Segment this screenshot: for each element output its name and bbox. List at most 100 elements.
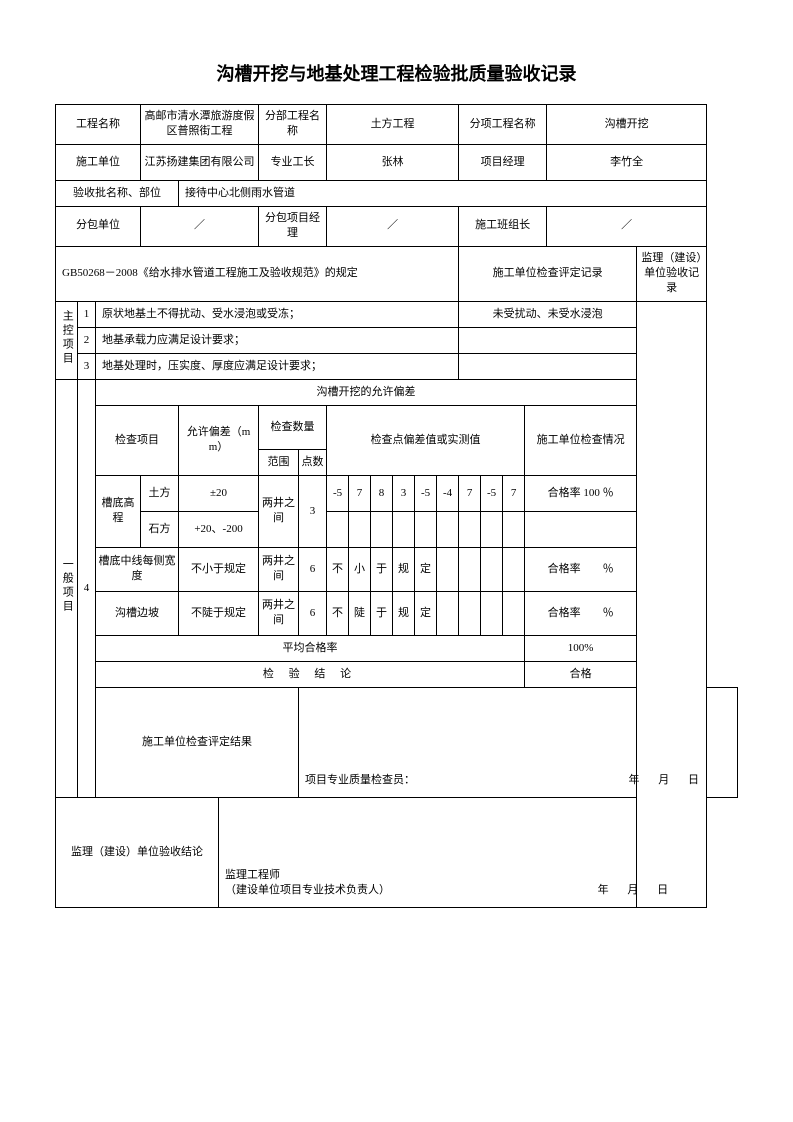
supervision-result-label: 监理（建设）单位验收结论 [56, 797, 219, 907]
label-construction-unit: 施工单位 [56, 144, 141, 180]
res-3: 合格率 ％ [525, 591, 637, 635]
count-0: 3 [299, 475, 327, 547]
label-project-manager: 项目经理 [459, 144, 547, 180]
master-no-2: 2 [78, 327, 96, 353]
label-batch-name: 验收批名称、部位 [56, 180, 179, 206]
value-project-manager: 李竹全 [547, 144, 707, 180]
master-result-3 [459, 353, 637, 379]
general-label: 一般项目 [56, 379, 78, 797]
value-subcontract-manager: ／ [327, 206, 459, 246]
th-scope: 范围 [259, 449, 299, 475]
page-title: 沟槽开挖与地基处理工程检验批质量验收记录 [55, 60, 738, 86]
v32: 于 [371, 591, 393, 635]
avg-value: 100% [525, 635, 637, 661]
res-1 [525, 511, 637, 547]
v01: 7 [349, 475, 371, 511]
v23: 规 [393, 547, 415, 591]
value-sub-project: 土方工程 [327, 105, 459, 145]
supervision-result-body: 监理工程师 （建设单位项目专业技术负责人）年 月 日 [219, 797, 707, 907]
v22: 于 [371, 547, 393, 591]
scope-0: 两井之间 [259, 475, 299, 547]
item-centerline: 槽底中线每侧宽度 [96, 547, 179, 591]
v35 [437, 591, 459, 635]
master-no-1: 1 [78, 301, 96, 327]
col-check-record: 施工单位检查评定记录 [459, 246, 637, 301]
tol-2: 不小于规定 [179, 547, 259, 591]
count-2: 6 [299, 547, 327, 591]
res-2: 合格率 ％ [525, 547, 637, 591]
th-unitcheck: 施工单位检查情况 [525, 405, 637, 475]
v33: 规 [393, 591, 415, 635]
th-values: 检查点偏差值或实测值 [327, 405, 525, 475]
v10 [327, 511, 349, 547]
label-subcontract-manager: 分包项目经理 [259, 206, 327, 246]
value-subcontract-unit: ／ [141, 206, 259, 246]
value-foreman: 张林 [327, 144, 459, 180]
th-qty: 检查数量 [259, 405, 327, 449]
v37 [481, 591, 503, 635]
v36 [459, 591, 481, 635]
inspection-form: 工程名称 高邮市清水潭旅游度假区普照街工程 分部工程名称 土方工程 分项工程名称… [55, 104, 738, 908]
master-result-1: 未受扰动、未受水浸泡 [459, 301, 637, 327]
conclusion-value: 合格 [525, 661, 637, 687]
tol-earth: ±20 [179, 475, 259, 511]
master-text-1: 原状地基土不得扰动、受水浸泡或受冻； [96, 301, 459, 327]
avg-label: 平均合格率 [96, 635, 525, 661]
v17 [481, 511, 503, 547]
v27 [481, 547, 503, 591]
value-batch-name: 接待中心北侧雨水管道 [179, 180, 707, 206]
v03: 3 [393, 475, 415, 511]
v02: 8 [371, 475, 393, 511]
scope-3: 两井之间 [259, 591, 299, 635]
v00: -5 [327, 475, 349, 511]
unit-check-result-body: 项目专业质量检查员： 年 月 日 [299, 687, 738, 797]
v13 [393, 511, 415, 547]
v24: 定 [415, 547, 437, 591]
label-subcontract-unit: 分包单位 [56, 206, 141, 246]
v12 [371, 511, 393, 547]
scope-2: 两井之间 [259, 547, 299, 591]
label-item-project: 分项工程名称 [459, 105, 547, 145]
v26 [459, 547, 481, 591]
master-text-3: 地基处理时，压实度、厚度应满足设计要求； [96, 353, 459, 379]
count-3: 6 [299, 591, 327, 635]
label-project-name: 工程名称 [56, 105, 141, 145]
general-section-title: 沟槽开挖的允许偏差 [96, 379, 637, 405]
label-foreman: 专业工长 [259, 144, 327, 180]
v20: 不 [327, 547, 349, 591]
item-groove-elev: 槽底高程 [96, 475, 141, 547]
v30: 不 [327, 591, 349, 635]
v08: 7 [503, 475, 525, 511]
v11 [349, 511, 371, 547]
value-construction-unit: 江苏扬建集团有限公司 [141, 144, 259, 180]
value-team-leader: ／ [547, 206, 707, 246]
v07: -5 [481, 475, 503, 511]
general-no: 4 [78, 379, 96, 797]
tol-3: 不陡于规定 [179, 591, 259, 635]
col-supervision-record: 监理（建设）单位验收记录 [637, 246, 707, 301]
master-result-2 [459, 327, 637, 353]
value-item-project: 沟槽开挖 [547, 105, 707, 145]
v16 [459, 511, 481, 547]
th-count: 点数 [299, 449, 327, 475]
master-label: 主控项目 [56, 301, 78, 379]
v14 [415, 511, 437, 547]
v31: 陡 [349, 591, 371, 635]
v38 [503, 591, 525, 635]
v21: 小 [349, 547, 371, 591]
v15 [437, 511, 459, 547]
res-0: 合格率 100 ％ [525, 475, 637, 511]
master-no-3: 3 [78, 353, 96, 379]
v05: -4 [437, 475, 459, 511]
value-project-name: 高邮市清水潭旅游度假区普照街工程 [141, 105, 259, 145]
th-tolerance: 允许偏差（mm） [179, 405, 259, 475]
conclusion-label: 检 验 结 论 [96, 661, 525, 687]
standard-ref: GB50268－2008《给水排水管道工程施工及验收规范》的规定 [56, 246, 459, 301]
master-text-2: 地基承载力应满足设计要求； [96, 327, 459, 353]
unit-check-result-label: 施工单位检查评定结果 [96, 687, 299, 797]
v34: 定 [415, 591, 437, 635]
v06: 7 [459, 475, 481, 511]
v28 [503, 547, 525, 591]
th-item: 检查项目 [96, 405, 179, 475]
sub-rock: 石方 [141, 511, 179, 547]
